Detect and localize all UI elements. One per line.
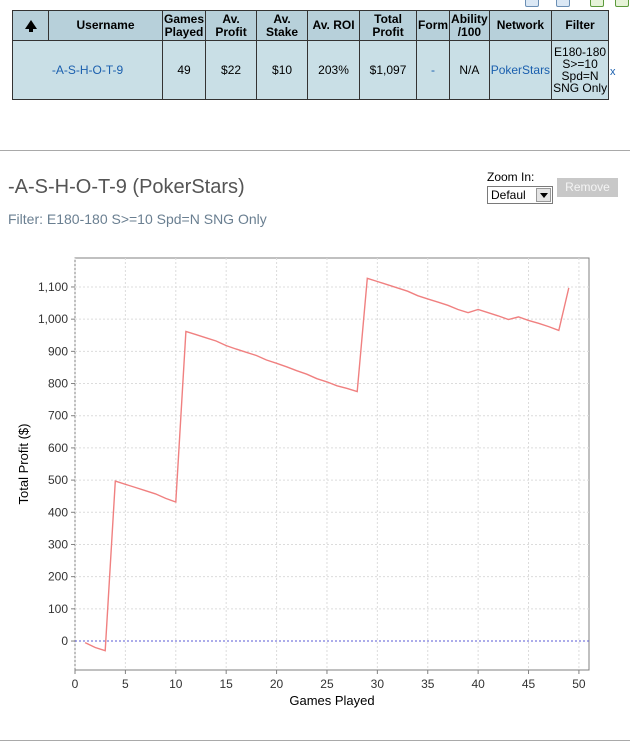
zoom-label: Zoom In: [487, 170, 535, 184]
page-title: -A-S-H-O-T-9 (PokerStars) [8, 176, 245, 198]
cell-total-profit: $1,097 [359, 40, 418, 100]
header-games-played[interactable]: Games Played [161, 10, 207, 41]
sort-column-header[interactable] [12, 10, 49, 41]
chevron-down-icon[interactable] [536, 188, 551, 202]
header-av-stake[interactable]: Av. Stake [256, 10, 309, 41]
cell-games-played: 49 [161, 40, 207, 100]
y-tick-label: 200 [48, 570, 68, 584]
reload-icon[interactable] [615, 0, 629, 7]
sort-up-icon[interactable] [24, 20, 37, 32]
bottom-divider [0, 740, 630, 741]
cell-av-stake: $10 [256, 40, 309, 100]
x-tick-label: 5 [122, 677, 129, 691]
header-total-profit[interactable]: Total Profit [359, 10, 418, 41]
player-stats-table: Username Games Played Av. Profit Av. Sta… [12, 10, 610, 100]
y-tick-label: 1,000 [38, 312, 68, 326]
cell-ability: N/A [449, 40, 490, 100]
x-tick-label: 15 [219, 677, 233, 691]
remove-row-link[interactable]: x [610, 66, 616, 78]
y-axis-label: Total Profit ($) [16, 424, 31, 505]
refresh-icon[interactable] [590, 0, 604, 7]
x-tick-label: 40 [471, 677, 485, 691]
header-network[interactable]: Network [488, 10, 553, 41]
x-tick-label: 45 [522, 677, 536, 691]
header-ability[interactable]: Ability /100 [449, 10, 490, 41]
y-tick-label: 0 [61, 634, 68, 648]
y-tick-label: 600 [48, 441, 68, 455]
x-tick-label: 0 [72, 677, 79, 691]
y-tick-label: 900 [48, 344, 68, 358]
section-divider [0, 150, 630, 151]
header-username[interactable]: Username [48, 10, 163, 41]
cell-form[interactable]: - [416, 40, 451, 100]
y-tick-label: 800 [48, 377, 68, 391]
header-form[interactable]: Form [416, 10, 451, 41]
x-tick-label: 35 [421, 677, 435, 691]
x-tick-label: 10 [169, 677, 183, 691]
profit-series-line [84, 277, 570, 652]
cell-av-profit: $22 [205, 40, 258, 100]
cell-filter: E180-180 S>=10 Spd=N SNG Only [551, 40, 610, 100]
table-row: -A-S-H-O-T-9 49 $22 $10 203% $1,097 - N/… [12, 40, 610, 100]
y-tick-label: 300 [48, 537, 68, 551]
y-tick-label: 700 [48, 409, 68, 423]
plot-area [74, 257, 590, 671]
save-icon[interactable] [556, 0, 570, 7]
y-tick-label: 400 [48, 505, 68, 519]
x-tick-label: 30 [371, 677, 385, 691]
header-filter[interactable]: Filter [551, 10, 610, 41]
export-icon[interactable] [525, 0, 539, 7]
x-axis-label: Games Played [289, 693, 374, 708]
header-av-profit[interactable]: Av. Profit [205, 10, 258, 41]
y-tick-label: 100 [48, 602, 68, 616]
toolbar-icons [520, 0, 641, 9]
x-tick-label: 50 [572, 677, 586, 691]
filter-description: Filter: E180-180 S>=10 Spd=N SNG Only [8, 211, 267, 227]
cell-av-roi: 203% [307, 40, 361, 100]
header-av-roi[interactable]: Av. ROI [307, 10, 361, 41]
y-tick-label: 1,100 [38, 280, 68, 294]
zoom-selected-value: Defaul [491, 188, 526, 202]
network-link[interactable]: PokerStars [488, 40, 553, 100]
x-tick-label: 25 [320, 677, 334, 691]
profit-chart: 0 5 10 15 20 25 30 35 40 45 5001002003004005006007… [16, 257, 590, 708]
zoom-select[interactable]: Defaul [487, 186, 553, 204]
username-link[interactable]: -A-S-H-O-T-9 [12, 40, 163, 100]
y-tick-label: 500 [48, 473, 68, 487]
x-tick-label: 20 [270, 677, 284, 691]
remove-button[interactable]: Remove [557, 178, 618, 197]
